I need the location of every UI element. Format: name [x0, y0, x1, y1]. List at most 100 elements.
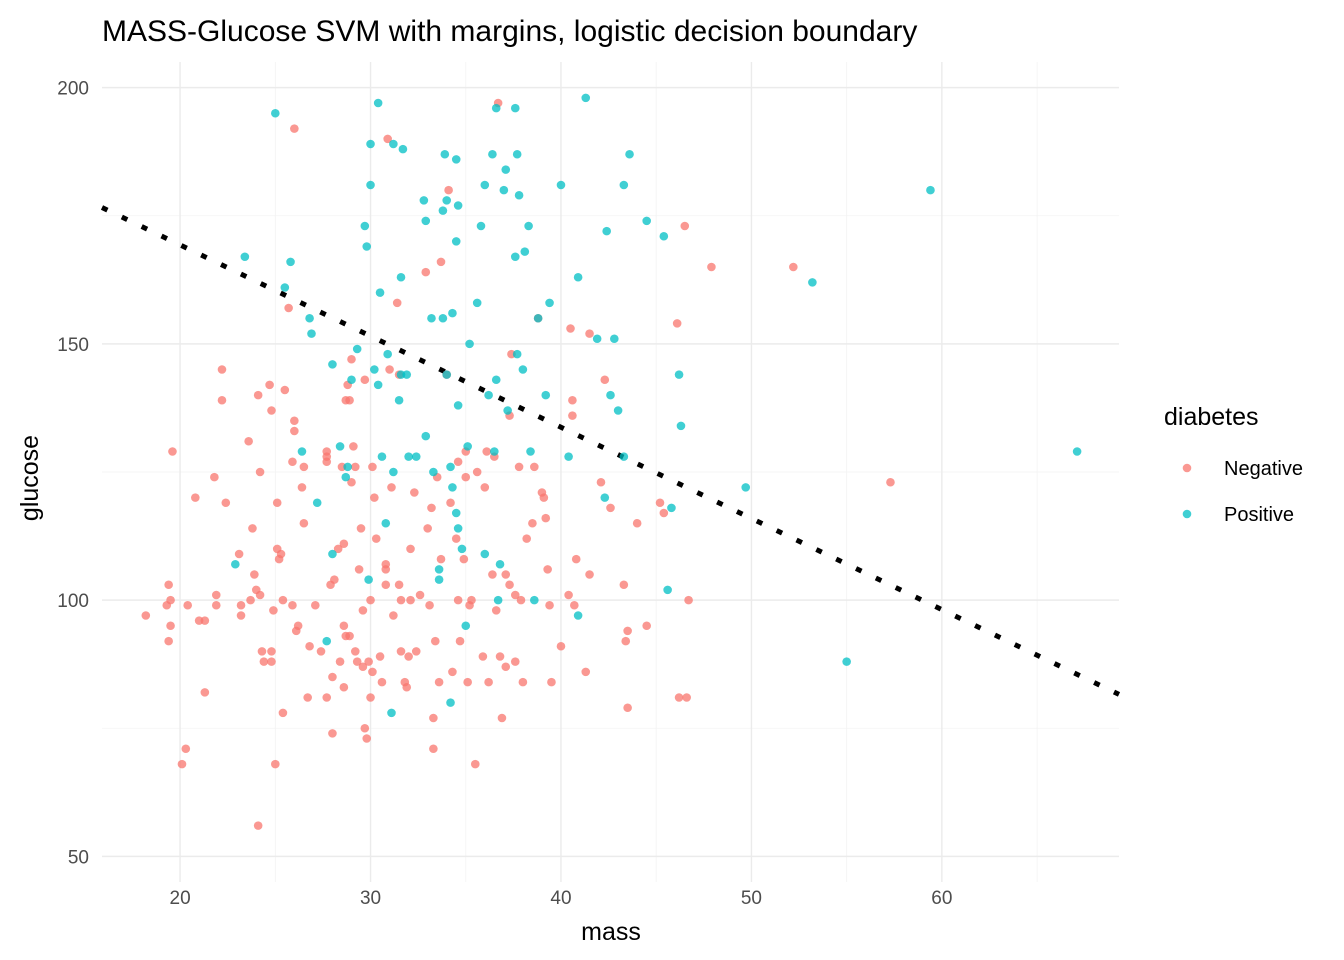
data-point [451, 155, 461, 164]
legend-key-negative [1182, 463, 1192, 473]
data-point [556, 180, 566, 190]
data-point [371, 534, 381, 543]
data-point [299, 518, 309, 528]
data-point [341, 472, 351, 482]
data-points [141, 93, 1082, 830]
data-point [434, 575, 444, 584]
data-point [358, 662, 368, 672]
data-point [312, 498, 322, 508]
data-point [448, 308, 457, 318]
data-point [284, 303, 293, 313]
x-axis-ticks: 20 30 40 50 60 [170, 888, 953, 909]
data-point [339, 539, 349, 549]
grid [102, 62, 1119, 882]
data-point [465, 339, 474, 349]
data-point [568, 411, 577, 420]
data-point [366, 693, 375, 702]
data-point [269, 606, 278, 615]
data-point [267, 657, 276, 666]
data-point [267, 406, 276, 415]
data-point [141, 611, 151, 620]
data-point [240, 252, 250, 262]
data-point [211, 600, 221, 610]
data-point [425, 600, 434, 610]
data-point [436, 257, 446, 267]
data-point [383, 134, 392, 144]
data-point [472, 298, 482, 308]
chart-title: MASS-Glucose SVM with margins, logistic … [102, 15, 917, 48]
data-point [373, 98, 383, 108]
data-point [360, 723, 370, 733]
data-point [419, 196, 429, 205]
data-point [455, 636, 465, 646]
data-point [541, 513, 551, 523]
data-point [305, 641, 314, 651]
data-point [377, 452, 387, 461]
data-point [297, 447, 307, 456]
y-tick-label: 100 [57, 591, 89, 612]
data-point [663, 585, 672, 595]
x-tick-label: 50 [741, 888, 762, 909]
data-point [411, 647, 421, 656]
data-point [168, 447, 177, 456]
data-point [444, 185, 453, 195]
data-point [396, 647, 406, 656]
data-point [581, 667, 591, 677]
data-point [632, 518, 642, 528]
data-point [350, 462, 360, 472]
data-point [278, 595, 288, 605]
data-point [497, 713, 507, 723]
data-point [438, 313, 448, 323]
data-point [518, 677, 528, 687]
data-point [177, 759, 187, 769]
data-point [288, 457, 297, 467]
data-point [501, 165, 511, 174]
data-point [659, 231, 669, 241]
legend-title: diabetes [1164, 403, 1259, 431]
data-point [672, 319, 682, 328]
data-point [533, 313, 543, 323]
data-point [387, 708, 396, 718]
data-point [659, 508, 669, 518]
data-point [244, 436, 253, 446]
data-point [491, 375, 501, 385]
data-point [398, 144, 408, 154]
data-point [347, 477, 356, 487]
data-point [322, 636, 332, 646]
data-point [674, 693, 684, 702]
data-point [345, 395, 354, 405]
data-point [280, 385, 290, 395]
data-point [446, 462, 455, 472]
data-point [339, 682, 349, 692]
data-point [606, 390, 615, 400]
data-point [1072, 447, 1082, 456]
data-point [429, 744, 438, 754]
data-point [493, 595, 503, 605]
data-point [564, 452, 573, 461]
legend-entries: Negative Positive [1182, 458, 1303, 526]
data-point [842, 657, 851, 666]
data-point [253, 821, 263, 830]
data-point [610, 334, 619, 344]
data-point [518, 365, 528, 374]
data-point [211, 590, 221, 600]
data-point [491, 606, 501, 615]
data-point [539, 493, 549, 502]
data-point [480, 549, 490, 559]
data-point [442, 370, 452, 379]
data-point [381, 580, 391, 590]
data-point [389, 139, 398, 149]
data-point [621, 636, 631, 646]
data-point [234, 549, 244, 559]
data-point [480, 483, 490, 492]
data-point [484, 677, 493, 687]
data-point [352, 344, 362, 354]
data-point [423, 524, 432, 533]
data-point [280, 283, 290, 292]
data-point [453, 595, 463, 605]
data-point [547, 677, 556, 687]
y-tick-label: 200 [57, 79, 89, 100]
data-point [200, 616, 210, 625]
data-point [526, 447, 535, 456]
